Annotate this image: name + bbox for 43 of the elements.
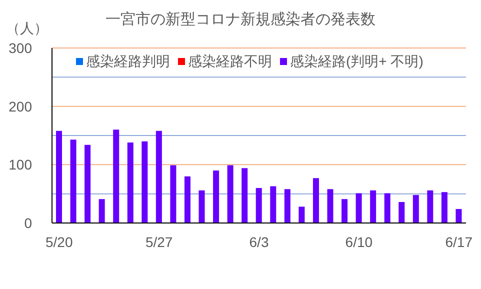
bar [170, 165, 176, 223]
bar [56, 130, 62, 223]
bar [270, 186, 276, 223]
x-tick-label: 5/27 [145, 234, 173, 250]
y-tick-label: 200 [8, 98, 32, 114]
y-tick-label: 300 [8, 40, 32, 56]
bar [184, 176, 190, 223]
bar [398, 202, 405, 223]
bar [427, 190, 434, 223]
y-tick-label: 0 [24, 214, 32, 231]
bar [370, 190, 376, 223]
bar [127, 142, 134, 223]
chart-title: 一宮市の新型コロナ新規感染者の発表数 [106, 11, 376, 28]
bar [198, 190, 205, 223]
x-tick-label: 6/10 [345, 234, 373, 250]
bar [156, 130, 162, 223]
bar [342, 199, 348, 223]
bar [412, 195, 419, 223]
legend-label: 感染経路判明 [86, 53, 170, 69]
bar [242, 168, 248, 223]
x-tick-label: 6/3 [249, 234, 269, 250]
bar [441, 192, 448, 223]
y-axis-title: （人） [6, 20, 48, 38]
bar [227, 165, 234, 223]
bar [356, 193, 362, 223]
legend-label: 感染経路(判明+ 不明) [290, 53, 424, 69]
bar [213, 170, 220, 223]
legend-label: 感染経路不明 [188, 53, 272, 69]
bar [113, 130, 120, 223]
bar [298, 206, 305, 223]
bar [98, 199, 105, 223]
bar [256, 188, 262, 223]
bar [84, 144, 91, 223]
bar [312, 178, 319, 223]
bar [456, 209, 462, 223]
bar [142, 141, 148, 223]
x-tick-label: 6/17 [445, 234, 473, 250]
x-tick-label: 5/20 [46, 234, 73, 250]
bar [70, 140, 76, 223]
bar [284, 189, 290, 223]
y-tick-label: 100 [8, 156, 32, 173]
bar [327, 189, 334, 223]
bar [384, 193, 390, 223]
